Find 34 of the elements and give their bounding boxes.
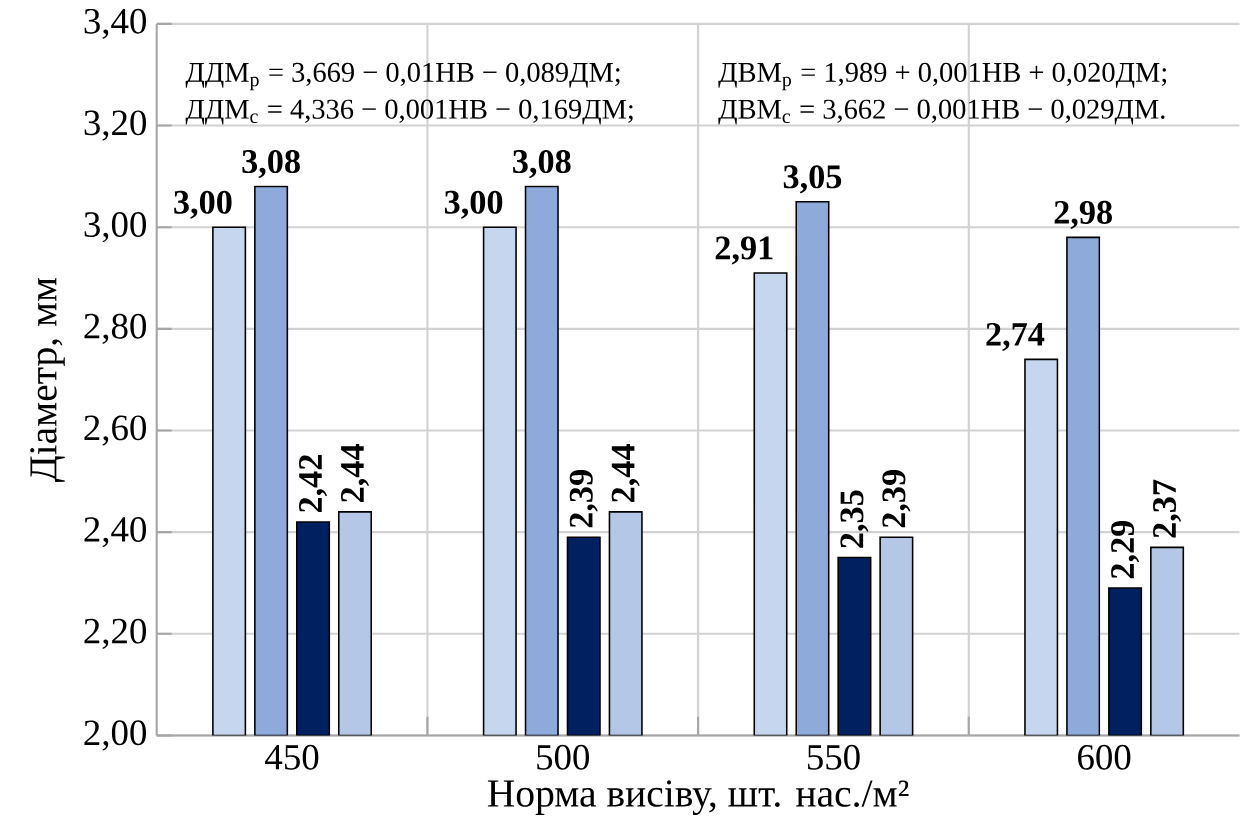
data-label: 2,44 [341, 444, 369, 503]
y-tick-label: 2,20 [84, 618, 146, 650]
annotation: ДВМ$_{р}$ = 1,989 + 0,001НВ + 0,020ДМ; [718, 62, 1167, 91]
data-label: 2,91 [715, 236, 773, 265]
y-tick-label: 3,40 [84, 8, 146, 40]
y-tick-label: 3,00 [84, 212, 146, 243]
y-tick-label: 3,20 [84, 110, 146, 141]
data-label: 2,39 [882, 470, 911, 528]
y-axis-title: Діаметр, мм [30, 278, 65, 483]
data-label: 2,35 [840, 490, 869, 548]
data-label: 2,29 [1111, 521, 1140, 579]
x-tick-label: 550 [807, 744, 860, 770]
data-label: 3,08 [513, 150, 571, 179]
y-tick-label: 2,80 [84, 313, 146, 345]
x-tick-label: 450 [265, 744, 319, 770]
annotation: ДВМ$_{с}$ = 3,662 − 0,001НВ − 0,029ДМ. [718, 99, 1165, 125]
y-tick-label: 2,00 [84, 720, 146, 751]
y-tick-label: 2,40 [84, 517, 146, 548]
data-label: 3,00 [444, 190, 503, 219]
annotation: ДДМ$_{с}$ = 4,336 − 0,001НВ − 0,169ДМ; [185, 99, 633, 125]
data-label: 3,05 [783, 165, 842, 194]
annotation: ДДМ$_{р}$ = 3,669 − 0,01НВ − 0,089ДМ; [185, 62, 620, 91]
y-tick-label: 2,60 [84, 415, 146, 446]
data-label: 2,74 [986, 323, 1045, 352]
x-tick-label: 500 [537, 744, 590, 770]
data-label: 2,44 [611, 444, 640, 503]
data-label: 2,39 [569, 470, 598, 528]
data-label: 3,00 [174, 190, 232, 219]
data-label: 2,37 [1153, 480, 1182, 538]
x-tick-label: 600 [1078, 744, 1131, 770]
data-label: 2,98 [1054, 200, 1112, 230]
data-label: 3,08 [242, 150, 300, 179]
x-axis-title: Норма висіву, шт. нас./м² [487, 780, 909, 816]
data-label: 2,42 [299, 455, 328, 513]
